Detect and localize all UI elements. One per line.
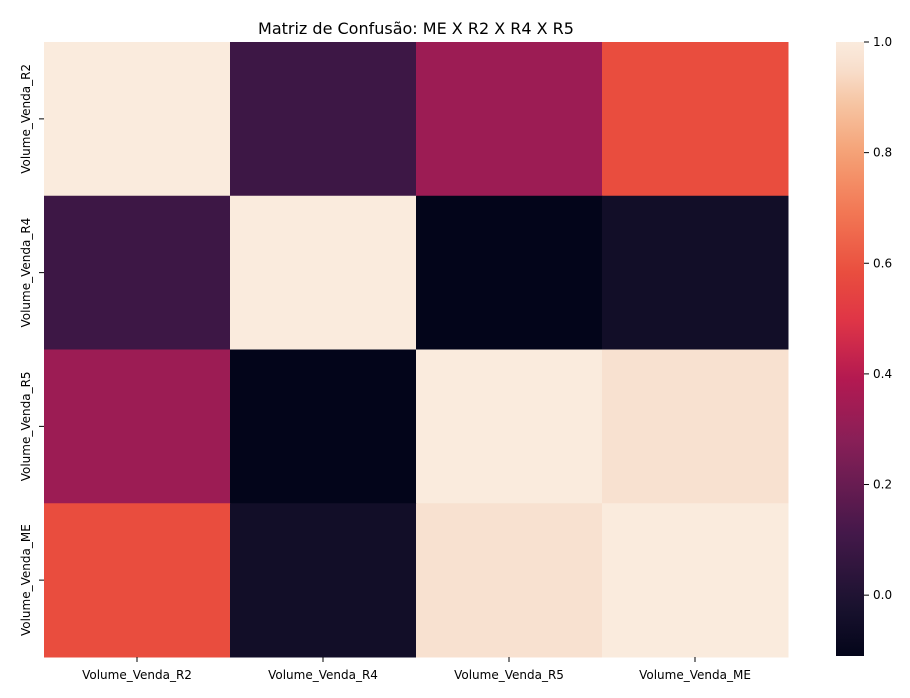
- heatmap-cell: [602, 195, 789, 350]
- heatmap-cell: [230, 195, 417, 350]
- heatmap-cell: [44, 503, 231, 658]
- heatmap-cell: [602, 42, 789, 197]
- heatmap-cells: [44, 42, 789, 658]
- chart-title: Matriz de Confusão: ME X R2 X R4 X R5: [258, 19, 574, 38]
- colorbar-gradient: [836, 42, 864, 656]
- y-axis-ticks: Volume_Venda_R2 Volume_Venda_R4 Volume_Ven…: [19, 64, 44, 636]
- heatmap-cell: [416, 42, 603, 197]
- heatmap-cell: [602, 349, 789, 504]
- x-tick-label: Volume_Venda_R4: [268, 668, 378, 682]
- x-tick-label: Volume_Venda_ME: [639, 668, 751, 682]
- x-axis-ticks: Volume_Venda_R2 Volume_Venda_R4 Volume_Ven…: [82, 657, 751, 682]
- x-tick-label: Volume_Venda_R2: [82, 668, 192, 682]
- heatmap-cell: [44, 42, 231, 197]
- colorbar-tick-label: 0.8: [873, 146, 892, 160]
- y-tick-label: Volume_Venda_R5: [19, 371, 33, 481]
- colorbar-tick-label: 1.0: [873, 35, 892, 49]
- colorbar-tick-label: 0.6: [873, 256, 892, 270]
- heatmap-cell: [230, 42, 417, 197]
- heatmap-cell: [44, 195, 231, 350]
- colorbar-ticks: 0.0 0.2 0.4 0.6 0.8 1.0: [864, 35, 892, 602]
- y-tick-label: Volume_Venda_ME: [19, 524, 33, 636]
- heatmap-cell: [416, 503, 603, 658]
- y-tick-label: Volume_Venda_R4: [19, 218, 33, 328]
- heatmap-cell: [230, 503, 417, 658]
- colorbar: 0.0 0.2 0.4 0.6 0.8 1.0: [836, 35, 892, 656]
- heatmap-cell: [416, 195, 603, 350]
- y-tick-label: Volume_Venda_R2: [19, 64, 33, 174]
- colorbar-tick-label: 0.4: [873, 367, 892, 381]
- colorbar-tick-label: 0.2: [873, 478, 892, 492]
- heatmap-cell: [230, 349, 417, 504]
- x-tick-label: Volume_Venda_R5: [454, 668, 564, 682]
- colorbar-tick-label: 0.0: [873, 588, 892, 602]
- heatmap-cell: [416, 349, 603, 504]
- heatmap-cell: [44, 349, 231, 504]
- heatmap-cell: [602, 503, 789, 658]
